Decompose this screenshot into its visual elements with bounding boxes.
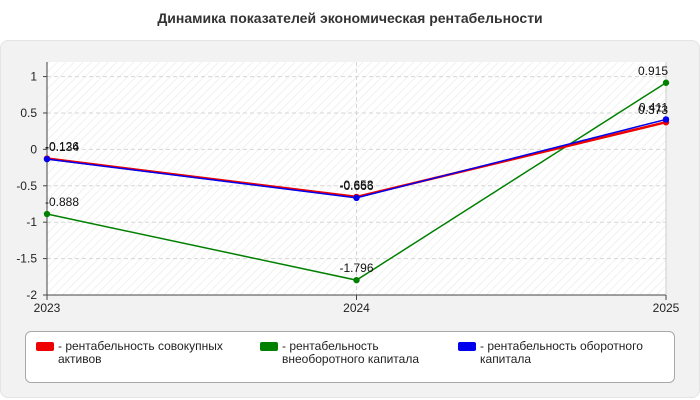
x-tick-label: 2023 bbox=[34, 301, 61, 315]
x-tick-label: 2024 bbox=[343, 301, 370, 315]
data-label: -0.653 bbox=[339, 178, 373, 192]
data-label: -0.666 bbox=[339, 179, 373, 193]
data-point bbox=[353, 194, 360, 202]
axes: -2 -1.5 -1 -0.5 0 0.5 1 2023 2024 2025 bbox=[16, 62, 680, 315]
data-label: 0.915 bbox=[638, 64, 668, 78]
data-point bbox=[353, 276, 360, 284]
legend: - рентабельность совокупных активов - ре… bbox=[25, 331, 675, 383]
legend-label: - рентабельность внеоборотного капитала bbox=[282, 339, 419, 366]
data-point bbox=[662, 79, 670, 86]
y-tick-label: 1 bbox=[30, 70, 37, 84]
legend-swatch-red bbox=[36, 342, 54, 351]
chart-title: Динамика показателей экономическая рента… bbox=[157, 10, 543, 26]
y-tick-label: 0 bbox=[30, 142, 37, 156]
y-tick-label: -1 bbox=[26, 215, 37, 229]
data-label: -0.134 bbox=[45, 140, 79, 154]
data-labels: -0.126 -0.653 0.373 -0.888 -1.796 0.915 -0.134… bbox=[45, 64, 668, 275]
legend-swatch-green bbox=[260, 342, 278, 351]
y-tick-label: -1.5 bbox=[16, 252, 37, 266]
data-label: 0.411 bbox=[639, 100, 668, 114]
data-label: 0.373 bbox=[638, 103, 668, 117]
y-tick-label: -2 bbox=[26, 288, 37, 302]
legend-swatch-blue bbox=[458, 342, 476, 351]
data-point bbox=[43, 155, 51, 163]
series bbox=[43, 79, 670, 284]
y-tick-label: -0.5 bbox=[16, 179, 37, 193]
data-point bbox=[43, 210, 51, 218]
data-point bbox=[662, 116, 670, 123]
data-label: -1.796 bbox=[339, 261, 373, 275]
legend-label: - рентабельность оборотного капитала bbox=[480, 339, 643, 366]
x-tick-label: 2025 bbox=[653, 301, 680, 315]
y-tick-label: 0.5 bbox=[20, 106, 37, 120]
legend-label: - рентабельность совокупных активов bbox=[58, 339, 223, 366]
data-label: -0.888 bbox=[45, 195, 79, 209]
data-label: -0.126 bbox=[45, 140, 79, 154]
